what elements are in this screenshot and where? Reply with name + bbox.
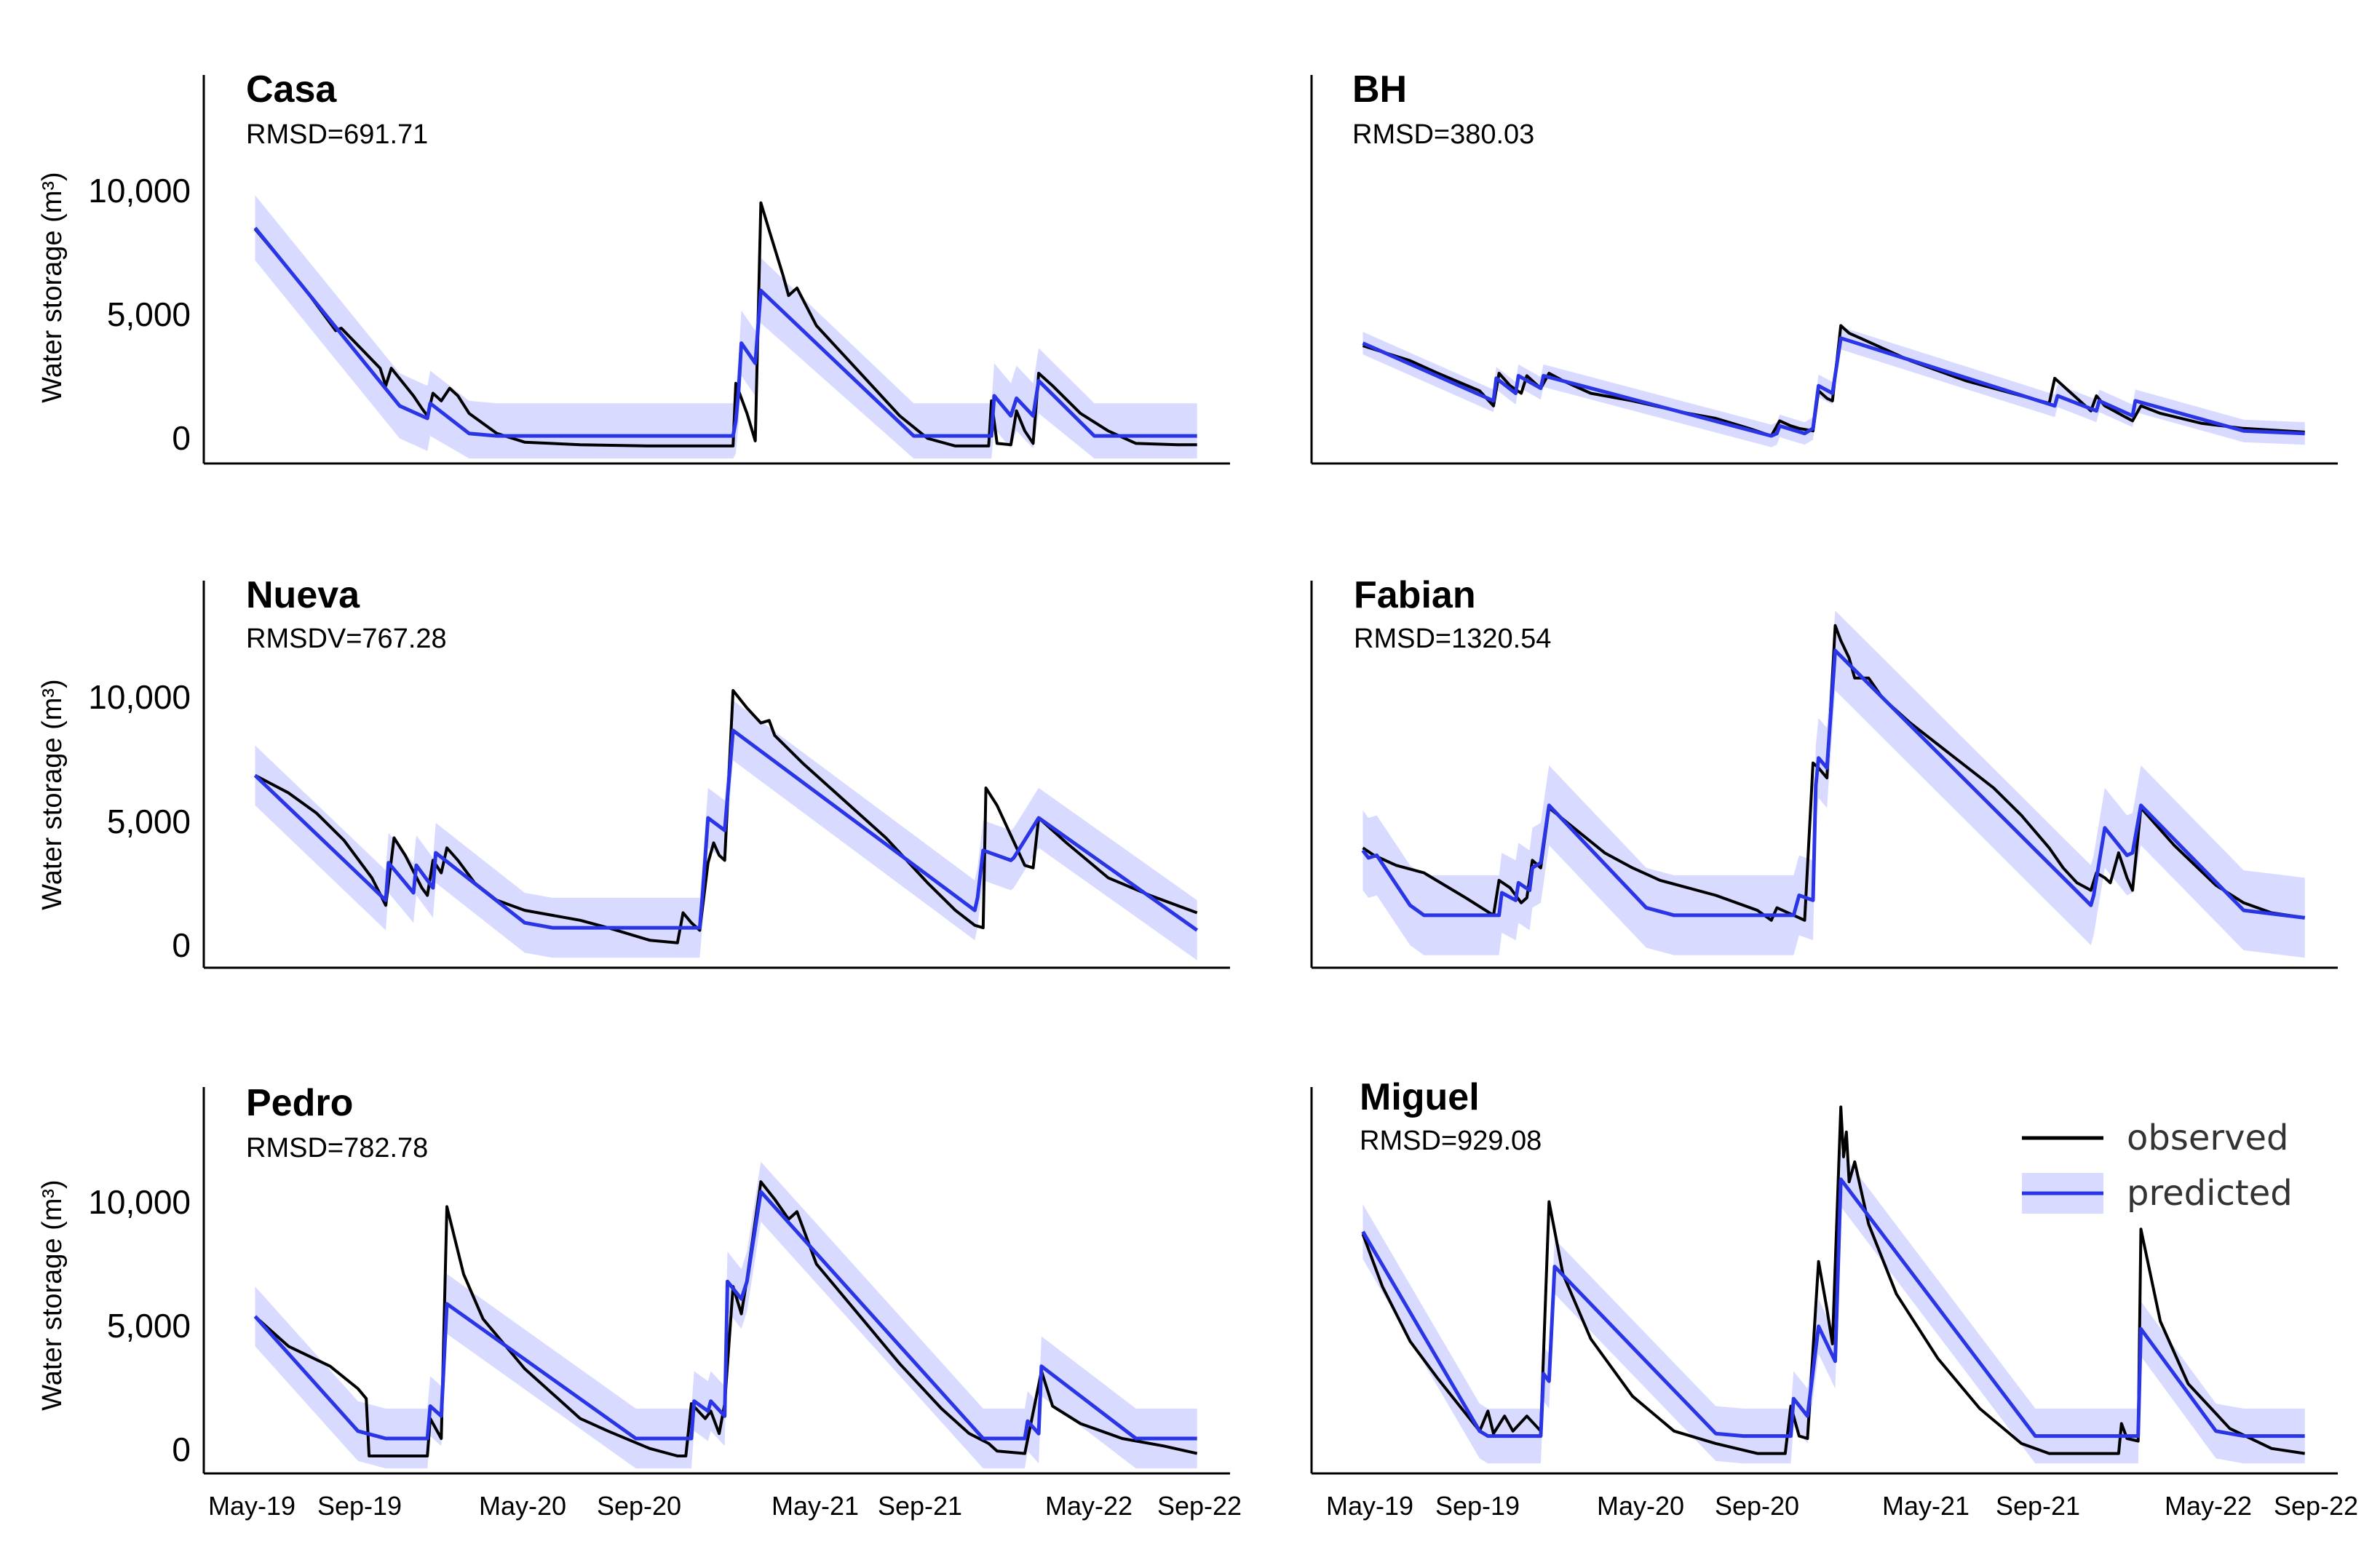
- y-tick-label: 0: [172, 1430, 191, 1468]
- x-tick-label: May-22: [1045, 1491, 1133, 1521]
- series-predicted: [253, 1190, 1197, 1441]
- y-tick-label: 10,000: [88, 172, 191, 210]
- x-tick-label: May-21: [1882, 1491, 1970, 1521]
- panel-title: Miguel: [1360, 1076, 1480, 1118]
- y-tick-label: 5,000: [107, 295, 191, 333]
- x-tick-labels-left: May-19 Sep-19 May-20 Sep-20 May-21 Sep-2…: [208, 1491, 1242, 1521]
- prediction-band: [1362, 1152, 2305, 1464]
- x-tick-label: Sep-19: [317, 1491, 402, 1521]
- panel-bh: BH RMSD=380.03: [1310, 68, 2338, 465]
- panel-rmsd: RMSD=1320.54: [1354, 624, 1551, 654]
- legend: observed predicted: [2022, 1118, 2293, 1214]
- y-tick-label: 5,000: [107, 803, 191, 840]
- series-predicted: [253, 226, 1197, 438]
- x-tick-label: May-21: [771, 1491, 859, 1521]
- panel-rmsd: RMSDV=767.28: [246, 624, 447, 654]
- series-observed: [254, 689, 1198, 944]
- series-predicted: [1362, 336, 2305, 438]
- panel-rmsd: RMSD=380.03: [1352, 119, 1534, 150]
- prediction-band: [1362, 610, 2305, 958]
- panel-rmsd: RMSD=929.08: [1360, 1126, 1542, 1156]
- panel-title: Nueva: [246, 574, 360, 616]
- x-tick-label: May-20: [479, 1491, 566, 1521]
- panel-pedro: Pedro RMSD=782.78 10,000 5,000 0 Water s…: [37, 1082, 1230, 1475]
- series-observed: [1361, 1105, 2305, 1455]
- y-tick-label: 0: [172, 419, 191, 457]
- x-tick-label: Sep-21: [878, 1491, 962, 1521]
- y-tick-label: 10,000: [88, 678, 191, 716]
- panel-title: BH: [1352, 68, 1407, 111]
- panel-rmsd: RMSD=782.78: [246, 1133, 428, 1163]
- panel-rmsd: RMSD=691.71: [246, 119, 428, 150]
- y-tick-label: 5,000: [107, 1307, 191, 1345]
- x-tick-label: Sep-22: [1157, 1491, 1242, 1521]
- y-axis-label: Water storage (m³): [37, 172, 68, 402]
- x-tick-labels-right: May-19 Sep-19 May-20 Sep-20 May-21 Sep-2…: [1326, 1491, 2358, 1521]
- y-tick-label: 10,000: [88, 1183, 191, 1221]
- x-tick-label: May-20: [1597, 1491, 1684, 1521]
- x-tick-label: Sep-20: [1715, 1491, 1799, 1521]
- x-tick-label: May-19: [1326, 1491, 1413, 1521]
- legend-label-predicted: predicted: [2127, 1173, 2293, 1214]
- prediction-band: [255, 1161, 1197, 1469]
- x-tick-label: Sep-21: [1996, 1491, 2080, 1521]
- x-tick-label: Sep-22: [2274, 1491, 2358, 1521]
- series-predicted: [1361, 648, 2306, 920]
- y-axis-label: Water storage (m³): [37, 1179, 68, 1410]
- panel-title: Fabian: [1354, 574, 1476, 616]
- panel-title: Pedro: [246, 1082, 353, 1124]
- x-tick-label: Sep-19: [1435, 1491, 1520, 1521]
- x-tick-label: May-19: [208, 1491, 295, 1521]
- y-tick-label: 0: [172, 926, 191, 964]
- panel-casa: Casa RMSD=691.71 10,000 5,000 0 Water st…: [37, 68, 1230, 465]
- panel-title: Casa: [246, 68, 337, 111]
- panel-miguel: Miguel RMSD=929.08: [1310, 1076, 2338, 1475]
- legend-label-observed: observed: [2127, 1118, 2289, 1158]
- series-predicted: [1361, 1177, 2305, 1438]
- y-axis-label: Water storage (m³): [37, 679, 68, 910]
- panel-nueva: Nueva RMSDV=767.28 10,000 5,000 0 Water …: [37, 574, 1230, 969]
- series-predicted: [253, 728, 1199, 932]
- x-tick-label: Sep-20: [597, 1491, 681, 1521]
- prediction-band: [255, 195, 1197, 459]
- panel-fabian: Fabian RMSD=1320.54: [1310, 574, 2338, 969]
- x-tick-label: May-22: [2165, 1491, 2252, 1521]
